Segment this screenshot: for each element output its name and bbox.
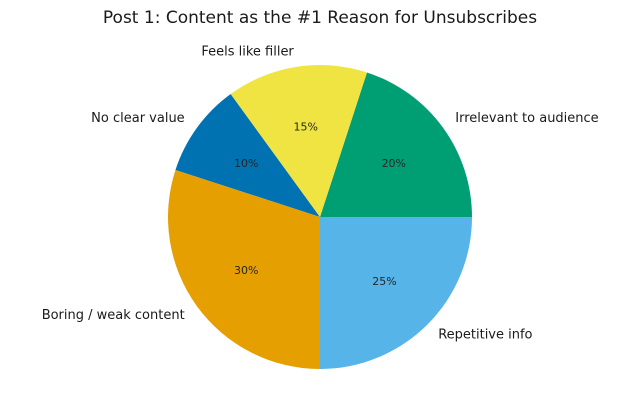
pie-slice-label: Feels like filler <box>201 44 294 59</box>
pie-slices <box>168 65 472 369</box>
chart-title: Post 1: Content as the #1 Reason for Uns… <box>103 8 537 28</box>
pie-labels: 10% No clear value 30% Boring / weak conten… <box>42 44 599 342</box>
pie-percent-label: 10% <box>234 157 258 170</box>
pie-slice-label: No clear value <box>91 111 185 126</box>
pie-slice-label: Repetitive info <box>438 328 532 343</box>
pie-slice-feels-like-filler <box>230 65 367 218</box>
pie-percent-label: 20% <box>382 157 406 170</box>
pie-slice-repetitive-info <box>320 217 472 369</box>
pie-slice-boring-weak-content <box>168 170 320 369</box>
pie-percent-label: 25% <box>372 275 396 288</box>
pie-slice-label: Boring / weak content <box>42 308 185 323</box>
pie-percent-label: 30% <box>234 264 258 277</box>
pie-slice-label: Irrelevant to audience <box>455 111 598 126</box>
pie-slice-no-clear-value <box>175 94 320 217</box>
pie-slice-irrelevant-to-audience <box>320 72 472 217</box>
pie-percent-label: 15% <box>293 120 317 133</box>
